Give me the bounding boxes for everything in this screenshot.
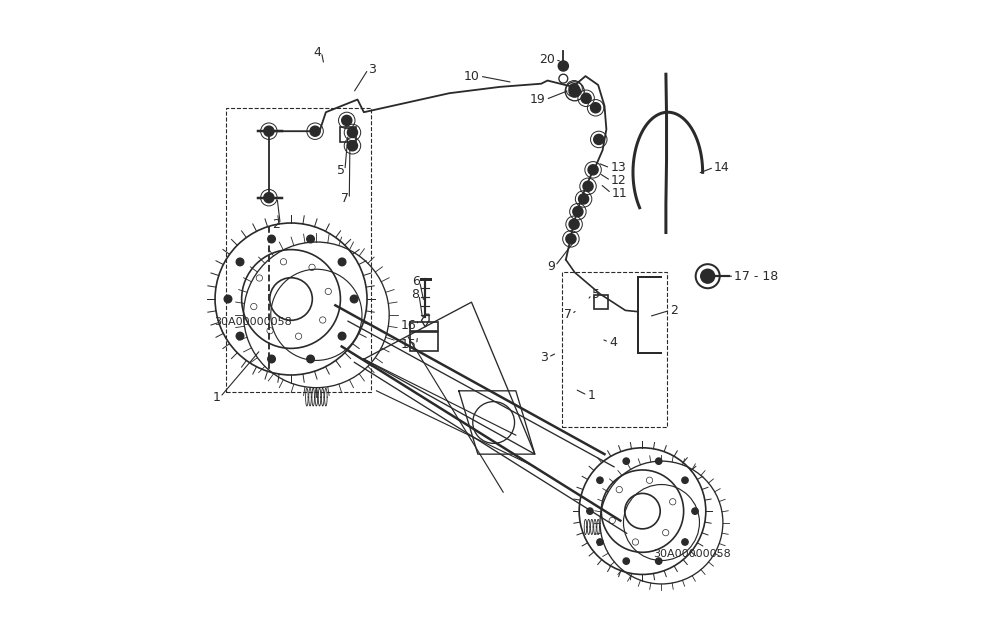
Text: 4: 4 [314, 46, 321, 59]
Circle shape [558, 61, 568, 71]
Circle shape [307, 355, 314, 363]
Circle shape [347, 141, 358, 151]
Text: 19: 19 [530, 93, 546, 106]
Circle shape [573, 207, 583, 217]
Circle shape [623, 558, 629, 564]
Text: 2: 2 [670, 304, 678, 317]
Circle shape [342, 115, 352, 125]
Text: 15: 15 [401, 338, 416, 351]
Circle shape [236, 332, 244, 340]
Text: 16: 16 [401, 319, 416, 332]
Circle shape [623, 458, 629, 464]
Circle shape [594, 134, 604, 144]
Bar [410, 332, 438, 351]
Text: 13: 13 [610, 162, 626, 174]
Circle shape [591, 102, 601, 113]
Circle shape [224, 295, 232, 303]
Circle shape [566, 234, 576, 244]
Text: 2: 2 [272, 218, 280, 231]
Text: 5: 5 [337, 164, 345, 177]
Circle shape [569, 86, 580, 97]
Circle shape [579, 194, 589, 204]
Text: 14: 14 [714, 161, 730, 174]
Circle shape [597, 539, 603, 545]
Circle shape [692, 508, 698, 515]
Circle shape [268, 355, 275, 363]
Text: 3: 3 [368, 62, 376, 76]
Circle shape [236, 258, 244, 266]
Text: 11: 11 [611, 187, 627, 200]
Text: 9: 9 [547, 259, 555, 273]
Text: 1: 1 [212, 391, 220, 404]
Text: 7: 7 [341, 193, 349, 205]
Circle shape [656, 458, 662, 464]
Bar [562, 272, 667, 427]
Bar [226, 108, 371, 392]
Text: 5: 5 [592, 288, 600, 301]
Circle shape [583, 181, 593, 191]
Text: 17 - 18: 17 - 18 [734, 270, 779, 283]
Text: 7: 7 [564, 308, 572, 321]
Text: 10: 10 [464, 69, 480, 83]
Circle shape [347, 127, 358, 137]
Text: 30A00000058: 30A00000058 [653, 549, 731, 558]
Circle shape [587, 508, 593, 515]
Circle shape [569, 219, 579, 230]
Circle shape [310, 126, 320, 136]
Circle shape [569, 84, 579, 94]
Circle shape [264, 193, 274, 203]
Text: 30A00000058: 30A00000058 [214, 317, 292, 328]
Circle shape [588, 165, 598, 175]
Text: 6: 6 [412, 275, 420, 287]
Bar [340, 127, 356, 142]
Text: 4: 4 [609, 336, 617, 349]
Circle shape [701, 269, 715, 283]
Text: 20: 20 [539, 53, 555, 66]
Circle shape [338, 258, 346, 266]
Bar [594, 295, 608, 309]
Text: 1: 1 [587, 389, 595, 402]
Circle shape [682, 539, 688, 545]
Circle shape [268, 235, 275, 243]
Circle shape [597, 477, 603, 483]
Circle shape [264, 126, 274, 136]
Text: 12: 12 [611, 174, 627, 187]
Circle shape [338, 332, 346, 340]
Circle shape [682, 477, 688, 483]
Text: 8: 8 [411, 288, 419, 301]
Circle shape [350, 295, 358, 303]
Bar [410, 322, 438, 331]
Circle shape [307, 235, 314, 243]
Text: 3: 3 [540, 351, 548, 364]
Circle shape [656, 558, 662, 564]
Circle shape [581, 93, 591, 103]
